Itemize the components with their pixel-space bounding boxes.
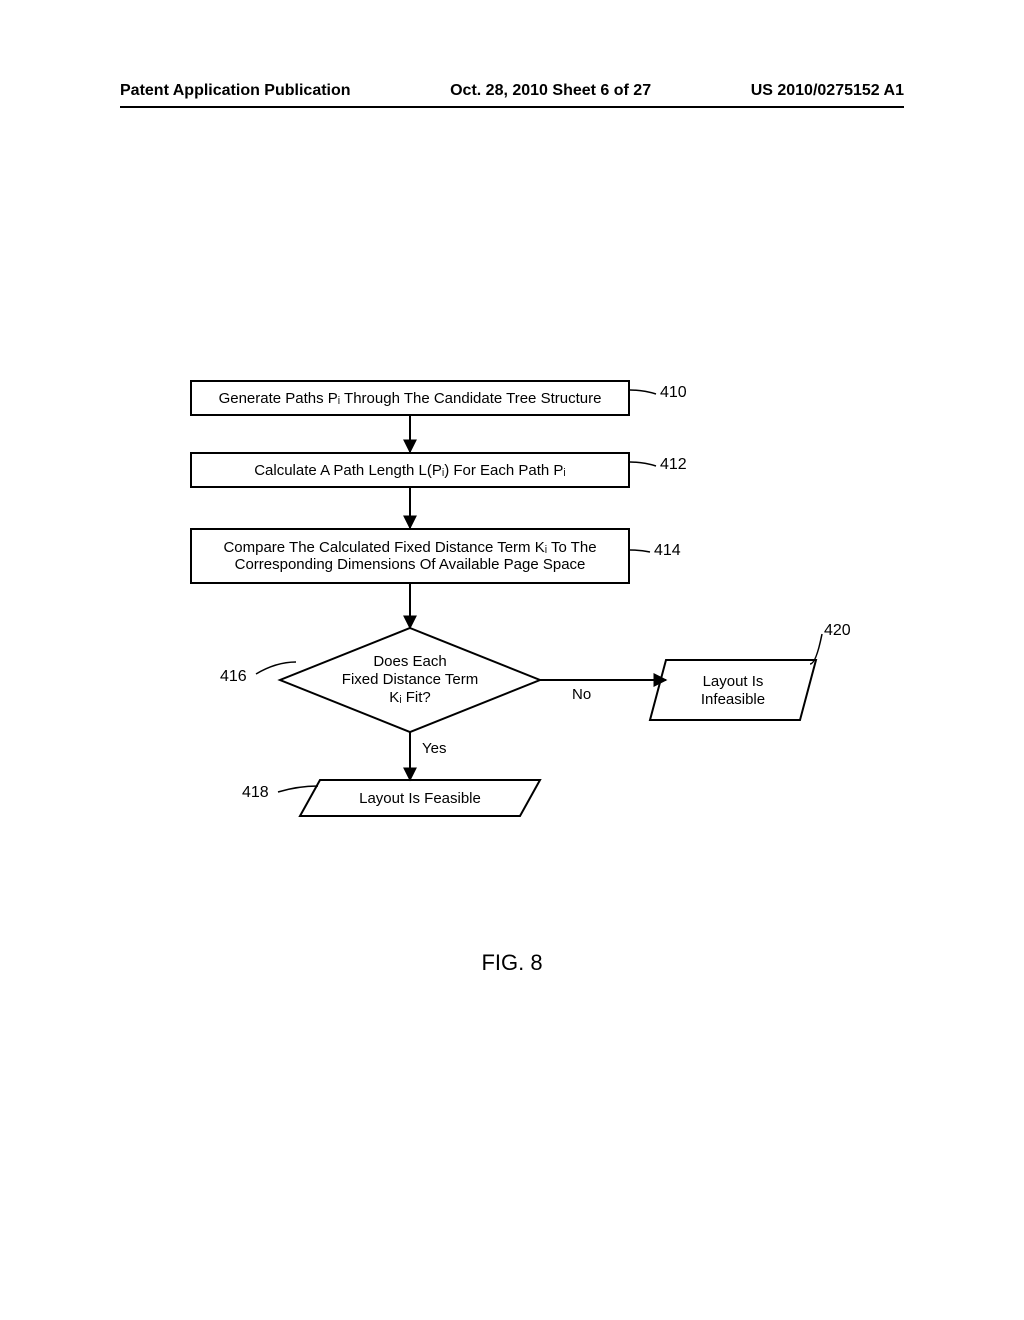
ref-label-420: 420 xyxy=(824,622,851,640)
process-412-text: Calculate A Path Length L(Pᵢ) For Each P… xyxy=(254,462,566,479)
ref-label-414: 414 xyxy=(654,542,681,560)
page-header: Patent Application Publication Oct. 28, … xyxy=(0,82,1024,108)
process-410-text: Generate Paths Pᵢ Through The Candidate … xyxy=(219,390,602,407)
svg-text:Layout Is Feasible: Layout Is Feasible xyxy=(359,790,481,807)
svg-text:Fixed Distance Term: Fixed Distance Term xyxy=(342,671,478,688)
ref-label-418: 418 xyxy=(242,784,269,802)
svg-text:Layout Is: Layout Is xyxy=(703,673,764,690)
svg-text:Kᵢ Fit?: Kᵢ Fit? xyxy=(389,689,431,706)
header-left: Patent Application Publication xyxy=(120,82,351,100)
svg-text:Infeasible: Infeasible xyxy=(701,691,765,708)
ref-label-410: 410 xyxy=(660,384,687,402)
process-414-text: Compare The Calculated Fixed Distance Te… xyxy=(202,539,618,573)
flowchart: Generate Paths Pᵢ Through The Candidate … xyxy=(0,380,1024,940)
ref-label-416: 416 xyxy=(220,668,247,686)
header-right: US 2010/0275152 A1 xyxy=(751,82,904,100)
header-rule xyxy=(120,106,904,108)
process-box-410: Generate Paths Pᵢ Through The Candidate … xyxy=(190,380,630,416)
edge-label-no: No xyxy=(572,686,591,703)
svg-text:Does Each: Does Each xyxy=(373,653,446,670)
figure-caption: FIG. 8 xyxy=(0,950,1024,976)
process-box-414: Compare The Calculated Fixed Distance Te… xyxy=(190,528,630,584)
header-center: Oct. 28, 2010 Sheet 6 of 27 xyxy=(450,82,651,100)
process-box-412: Calculate A Path Length L(Pᵢ) For Each P… xyxy=(190,452,630,488)
ref-label-412: 412 xyxy=(660,456,687,474)
edge-label-yes: Yes xyxy=(422,740,446,757)
